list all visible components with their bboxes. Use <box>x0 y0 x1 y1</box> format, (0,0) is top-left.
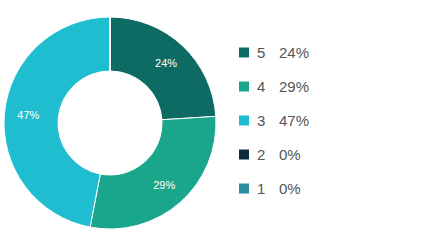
svg-text:3: 3 <box>257 112 265 129</box>
svg-text:29%: 29% <box>279 78 309 95</box>
svg-text:0%: 0% <box>279 146 301 163</box>
svg-text:4: 4 <box>257 78 265 95</box>
svg-text:47%: 47% <box>279 112 309 129</box>
svg-text:0%: 0% <box>279 180 301 197</box>
svg-text:24%: 24% <box>155 57 177 69</box>
svg-text:2: 2 <box>257 146 265 163</box>
svg-text:1: 1 <box>257 180 265 197</box>
svg-text:29%: 29% <box>153 179 175 191</box>
svg-text:47%: 47% <box>17 109 39 121</box>
svg-text:24%: 24% <box>279 44 309 61</box>
svg-text:5: 5 <box>257 44 265 61</box>
